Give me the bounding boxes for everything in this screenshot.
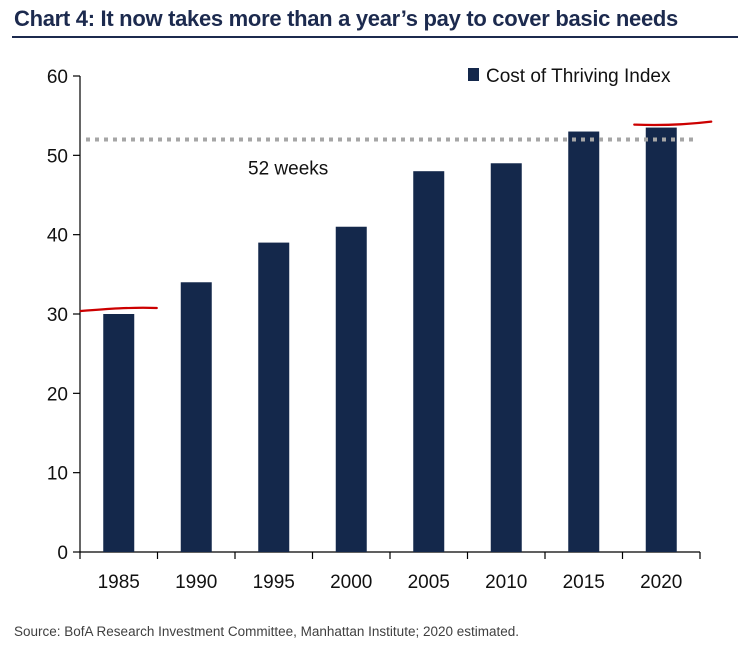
x-tick-label: 2020 xyxy=(640,572,682,593)
red-underline-2020 xyxy=(633,120,713,127)
y-tick-label: 10 xyxy=(47,464,68,485)
y-tick-label: 60 xyxy=(47,67,68,88)
x-tick-label: 2000 xyxy=(330,572,372,593)
bar-1990 xyxy=(180,282,212,552)
x-tick-label: 2015 xyxy=(563,572,605,593)
y-axis: 0 10 20 30 40 50 60 xyxy=(47,67,81,564)
x-tick-label: 2005 xyxy=(408,572,450,593)
chart-title: Chart 4: It now takes more than a year’s… xyxy=(14,6,678,31)
bar-1985 xyxy=(103,314,135,552)
source-note: Source: BofA Research Investment Committ… xyxy=(14,624,520,639)
reference-line-label: 52 weeks xyxy=(248,158,328,179)
legend: Cost of Thriving Index xyxy=(468,66,671,87)
y-tick-label: 0 xyxy=(57,543,68,564)
y-tick-label: 30 xyxy=(47,305,68,326)
y-tick-label: 50 xyxy=(47,146,68,167)
y-tick-label: 40 xyxy=(47,226,68,247)
reference-line-group: 52 weeks xyxy=(86,137,694,179)
x-tick-label: 2010 xyxy=(485,572,527,593)
legend-swatch xyxy=(468,68,479,81)
x-tick-label: 1990 xyxy=(175,572,217,593)
title-rule xyxy=(12,36,738,38)
bar-2000 xyxy=(335,226,367,552)
bar-2015 xyxy=(568,131,600,553)
legend-label: Cost of Thriving Index xyxy=(486,66,671,87)
x-tick-label: 1995 xyxy=(253,572,295,593)
x-axis: 1985 1990 1995 2000 2005 2010 2015 2020 xyxy=(79,551,701,593)
bar-2020 xyxy=(645,127,677,553)
x-tick-label: 1985 xyxy=(98,572,140,593)
bar-2005 xyxy=(413,171,445,552)
y-tick-label: 20 xyxy=(47,384,68,405)
red-underline-1985 xyxy=(79,306,158,313)
bars xyxy=(103,127,677,553)
bar-1995 xyxy=(258,242,290,552)
annotations xyxy=(79,120,713,313)
bar-2010 xyxy=(490,163,522,552)
bar-chart: 0 10 20 30 40 50 60 1985 1990 1995 2000 2005 2010 20… xyxy=(47,66,713,593)
